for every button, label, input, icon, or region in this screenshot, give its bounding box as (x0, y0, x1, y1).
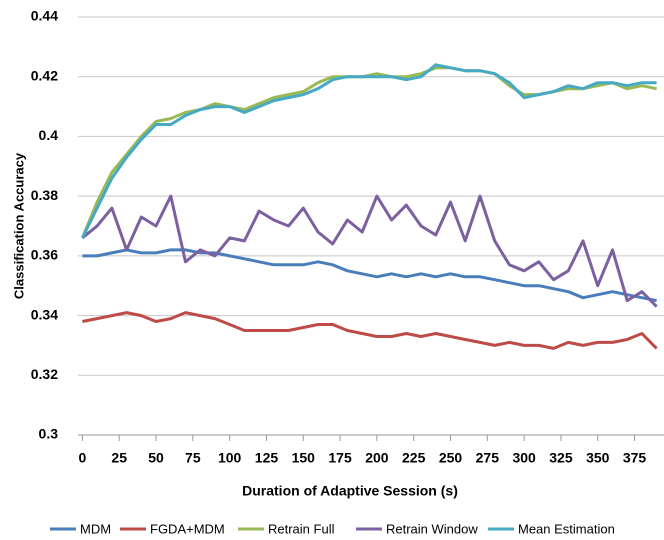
x-tick-label: 125 (255, 450, 279, 466)
x-tick-label: 25 (111, 450, 127, 466)
x-tick-label: 375 (623, 450, 647, 466)
series-line (81, 194, 658, 308)
x-tick-label: 150 (292, 450, 316, 466)
x-tick-label: 50 (148, 450, 164, 466)
legend-label: Mean Estimation (518, 521, 615, 536)
y-tick-label: 0.44 (31, 8, 58, 24)
x-tick-label: 350 (586, 450, 610, 466)
x-axis-label: Duration of Adaptive Session (s) (242, 483, 458, 499)
legend-label: Retrain Window (386, 521, 478, 536)
legend-label: MDM (80, 521, 111, 536)
y-tick-label: 0.34 (31, 306, 58, 322)
x-tick-label: 75 (185, 450, 201, 466)
x-tick-label: 200 (365, 450, 389, 466)
series-line (82, 248, 657, 303)
y-tick-label: 0.3 (39, 426, 59, 442)
legend: MDM FGDA+MDM Retrain Full Retrain Window Mea… (50, 521, 615, 536)
series-line (82, 311, 658, 350)
x-tick-label: 300 (512, 450, 536, 466)
legend-label: FGDA+MDM (150, 521, 225, 536)
x-tick-label: 225 (402, 450, 426, 466)
x-tick-label: 100 (218, 450, 242, 466)
legend-label: Retrain Full (268, 521, 335, 536)
series-line (81, 63, 657, 239)
y-tick-label: 0.42 (31, 67, 58, 83)
y-tick-label: 0.4 (39, 127, 59, 143)
x-tick-label: 275 (476, 450, 500, 466)
y-axis-label: Classification Accuracy (11, 152, 26, 299)
x-tick-label: 250 (439, 450, 463, 466)
x-tick-label: 175 (328, 450, 352, 466)
y-tick-label: 0.36 (31, 247, 58, 263)
x-tick-label: 325 (549, 450, 573, 466)
x-tick-label: 0 (79, 450, 87, 466)
y-tick-label: 0.32 (31, 366, 58, 382)
y-tick-label: 0.38 (31, 187, 58, 203)
